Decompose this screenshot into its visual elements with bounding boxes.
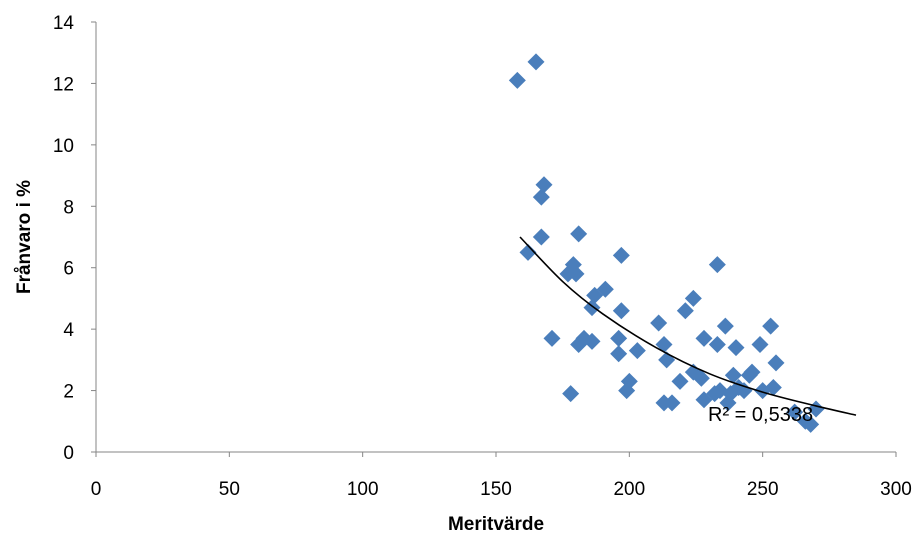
data-point xyxy=(527,53,545,71)
data-point xyxy=(735,382,753,400)
data-point xyxy=(751,336,769,353)
data-point xyxy=(764,379,782,396)
x-ticks: 0 50 100 150 200 250 300 xyxy=(91,452,912,500)
data-point xyxy=(692,369,710,387)
data-point xyxy=(618,382,636,400)
data-point xyxy=(570,225,588,243)
data-point xyxy=(612,246,630,264)
x-tick-label: 200 xyxy=(613,479,645,500)
data-point xyxy=(671,372,689,390)
data-point xyxy=(535,176,553,194)
data-point xyxy=(708,336,726,353)
y-tick-label: 0 xyxy=(63,443,74,464)
y-axis-title: Frånvaro i % xyxy=(14,180,35,294)
data-point xyxy=(676,302,694,320)
data-point xyxy=(610,329,628,347)
r-squared-label: R² = 0,5338 xyxy=(708,404,813,426)
y-tick-label: 12 xyxy=(53,74,74,95)
data-point xyxy=(532,188,550,206)
data-point xyxy=(762,317,780,335)
data-point xyxy=(532,228,550,246)
data-point xyxy=(508,71,526,89)
x-tick-label: 100 xyxy=(347,479,379,500)
data-point xyxy=(767,354,785,372)
data-point xyxy=(562,385,580,403)
data-points xyxy=(508,53,825,433)
y-ticks: 0 2 4 6 8 10 12 14 xyxy=(53,13,96,464)
trendline xyxy=(519,236,857,416)
data-point xyxy=(684,289,702,307)
data-point xyxy=(519,243,537,261)
y-tick-label: 4 xyxy=(63,320,74,341)
data-point xyxy=(743,363,761,381)
data-point xyxy=(802,415,820,433)
y-tick-label: 6 xyxy=(63,259,74,280)
x-tick-label: 250 xyxy=(747,479,779,500)
data-point xyxy=(663,394,681,412)
data-point xyxy=(727,339,745,357)
data-point xyxy=(583,332,601,350)
x-axis-title: Meritvärde xyxy=(448,514,544,535)
x-tick-label: 150 xyxy=(480,479,512,500)
x-tick-label: 50 xyxy=(219,479,240,500)
y-tick-label: 8 xyxy=(63,197,74,218)
data-point xyxy=(543,329,561,347)
y-tick-label: 14 xyxy=(53,13,75,34)
data-point xyxy=(724,366,742,384)
x-tick-label: 300 xyxy=(880,479,912,500)
y-tick-label: 10 xyxy=(53,136,74,157)
data-point xyxy=(628,342,646,360)
x-tick-label: 0 xyxy=(91,479,102,500)
data-point xyxy=(716,317,734,335)
data-point xyxy=(610,345,628,363)
data-point xyxy=(650,314,668,332)
data-point xyxy=(695,329,713,347)
data-point xyxy=(596,280,614,298)
data-point xyxy=(786,403,804,421)
data-point xyxy=(708,256,726,274)
y-tick-label: 2 xyxy=(63,382,74,403)
data-point xyxy=(655,336,673,353)
data-point xyxy=(612,302,630,320)
data-point xyxy=(567,265,585,283)
